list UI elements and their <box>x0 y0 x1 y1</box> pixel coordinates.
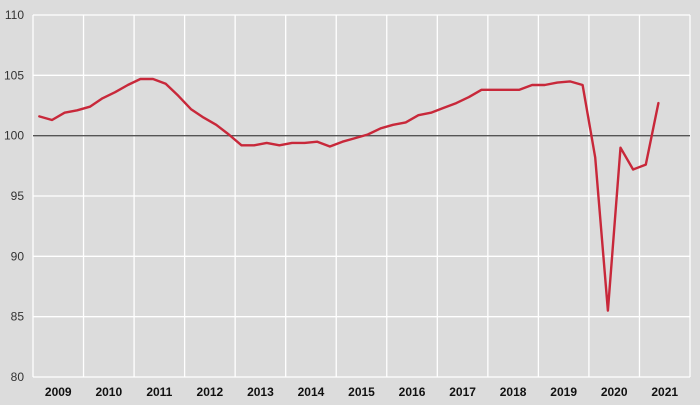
gridlines <box>32 14 691 378</box>
x-tick-label: 2018 <box>500 385 527 399</box>
y-tick-label: 110 <box>5 8 24 22</box>
x-tick-label: 2014 <box>298 385 325 399</box>
x-tick-label: 2011 <box>146 385 172 399</box>
x-tick-label: 2021 <box>651 385 678 399</box>
y-tick-label: 85 <box>11 310 25 324</box>
x-tick-label: 2012 <box>197 385 224 399</box>
y-axis-tick-labels: 80 85 90 95 100 105 110 <box>4 8 24 384</box>
x-tick-label: 2016 <box>399 385 426 399</box>
x-tick-label: 2020 <box>601 385 628 399</box>
y-tick-label: 105 <box>4 68 24 82</box>
x-tick-label: 2009 <box>45 385 72 399</box>
y-tick-label: 95 <box>11 189 25 203</box>
y-tick-label: 90 <box>11 249 25 263</box>
y-tick-label: 100 <box>4 129 24 143</box>
x-tick-label: 2017 <box>449 385 476 399</box>
x-tick-label: 2019 <box>550 385 577 399</box>
data-series-line <box>38 77 660 312</box>
x-axis-tick-labels: 2009 2010 2011 2012 2013 2014 2015 2016 2017 2018… <box>45 385 678 399</box>
x-tick-label: 2010 <box>95 385 122 399</box>
y-tick-label: 80 <box>11 370 25 384</box>
x-tick-label: 2015 <box>348 385 375 399</box>
x-tick-label: 2013 <box>247 385 274 399</box>
